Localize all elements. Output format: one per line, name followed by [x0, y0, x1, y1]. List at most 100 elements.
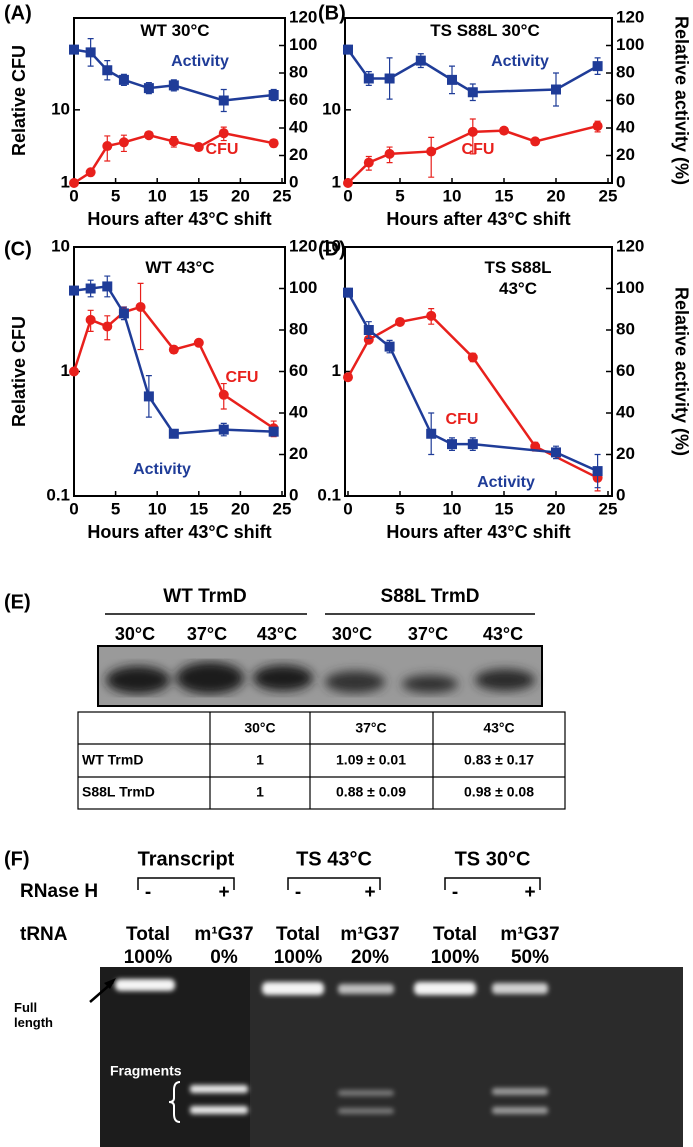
trna-label: m¹G37 — [340, 924, 399, 945]
x-tick-label: 0 — [343, 186, 352, 205]
series-label: CFU — [462, 141, 495, 158]
activity-point — [426, 428, 437, 439]
activity-point — [102, 281, 113, 292]
table-cell: 1.09 ± 0.01 — [336, 752, 406, 768]
series-label: Activity — [477, 474, 535, 491]
y2-tick-label: 40 — [616, 402, 635, 421]
activity-point — [69, 44, 79, 55]
activity-point — [218, 95, 229, 106]
y-tick-label: 0.1 — [46, 485, 70, 504]
cfu-point — [467, 126, 478, 137]
y2-tick-label: 0 — [289, 172, 298, 191]
cfu-point — [218, 128, 229, 139]
y-axis-title: Relative CFU — [9, 45, 29, 156]
cfu-point — [426, 310, 437, 321]
cfu-point — [530, 136, 541, 147]
rnase-sign: + — [218, 882, 229, 903]
x-axis-title: Hours after 43°C shift — [386, 209, 570, 229]
table-cell: WT TrmD — [82, 752, 143, 768]
x-tick-label: 20 — [231, 186, 250, 205]
activity-point — [447, 74, 457, 85]
rnase-sign: - — [145, 882, 151, 903]
series-label: CFU — [206, 141, 239, 158]
activity-point — [447, 439, 457, 450]
rnase-sign: + — [364, 882, 375, 903]
trna-label: Total — [126, 924, 170, 945]
cfu-point — [85, 314, 96, 325]
y2-tick-label: 80 — [616, 319, 635, 338]
y2-tick-label: 60 — [289, 90, 308, 109]
y2-tick-label: 120 — [289, 236, 317, 255]
x-tick-label: 10 — [148, 499, 167, 518]
x-tick-label: 0 — [343, 499, 352, 518]
activity-point — [592, 466, 603, 477]
trna-label: m¹G37 — [500, 924, 559, 945]
cfu-point — [193, 142, 204, 153]
activity-point — [467, 439, 478, 450]
group-label: WT TrmD — [163, 586, 246, 607]
x-tick-label: 10 — [148, 186, 167, 205]
cfu-point — [592, 121, 603, 132]
error-bar — [428, 136, 435, 178]
gel-annotation: Full length — [14, 1000, 53, 1030]
cfu-point — [363, 157, 374, 168]
y2-tick-label: 0 — [616, 172, 625, 191]
y2-tick-label: 20 — [616, 145, 635, 164]
group-label: Transcript — [138, 848, 235, 870]
title-box: TS S88L 30°C — [430, 21, 539, 40]
cfu-point — [218, 389, 229, 400]
table-header: 30°C — [244, 720, 275, 736]
gel-annotation: Fragments — [110, 1063, 182, 1079]
x-tick-label: 15 — [495, 499, 514, 518]
series-label: Activity — [133, 461, 191, 478]
y2-tick-label: 100 — [289, 35, 317, 54]
rnase-sign: - — [452, 882, 458, 903]
x-tick-label: 0 — [69, 186, 78, 205]
label-box: Full length — [14, 1000, 53, 1030]
x-axis-title: Hours after 43°C shift — [87, 209, 271, 229]
table-cell: 0.83 ± 0.17 — [464, 752, 534, 768]
x-tick-label: 25 — [273, 186, 292, 205]
cfu-point — [426, 146, 437, 157]
y2-tick-label: 0 — [289, 485, 298, 504]
activity-point — [268, 426, 279, 437]
series-label: Activity — [491, 53, 549, 70]
activity-point — [143, 83, 154, 94]
y2-tick-label: 0 — [616, 485, 625, 504]
lane-label: 43°C — [483, 624, 523, 644]
table-header: 37°C — [355, 720, 386, 736]
table-cell: S88L TrmD — [82, 784, 155, 800]
y2-tick-label: 80 — [616, 62, 635, 81]
y-tick-label: 10 — [51, 236, 70, 255]
y2-axis-title: Relative activity (%) — [671, 287, 691, 456]
activity-point — [343, 287, 353, 298]
activity-point — [384, 341, 395, 352]
y2-tick-label: 40 — [289, 117, 308, 136]
activity-point — [551, 447, 561, 458]
y2-tick-label: 40 — [289, 402, 308, 421]
cfu-point — [102, 141, 113, 152]
y2-tick-label: 60 — [289, 361, 308, 380]
activity-point — [363, 325, 374, 335]
row-label: RNase H — [20, 881, 98, 902]
y2-tick-label: 20 — [289, 444, 308, 463]
quant-table — [77, 711, 566, 810]
lane-label: 30°C — [332, 624, 372, 644]
percent-label: 0% — [210, 947, 238, 968]
lane-label: 37°C — [408, 624, 448, 644]
activity-point — [415, 55, 426, 66]
cfu-point — [168, 136, 179, 147]
chart-title: WT 30°C — [140, 21, 210, 40]
y-tick-label: 1 — [332, 172, 341, 191]
cfu-point — [168, 344, 179, 355]
y2-tick-label: 20 — [616, 444, 635, 463]
activity-point — [102, 65, 113, 76]
lane-label: 37°C — [187, 624, 227, 644]
cfu-point — [193, 337, 204, 348]
activity-point — [168, 428, 179, 439]
table-cell: 1 — [256, 784, 264, 800]
y-tick-label: 10 — [322, 99, 341, 118]
y2-axis-title: Relative activity (%) — [671, 16, 691, 185]
title-box: WT 30°C — [140, 21, 210, 40]
trna-label: Total — [276, 924, 320, 945]
